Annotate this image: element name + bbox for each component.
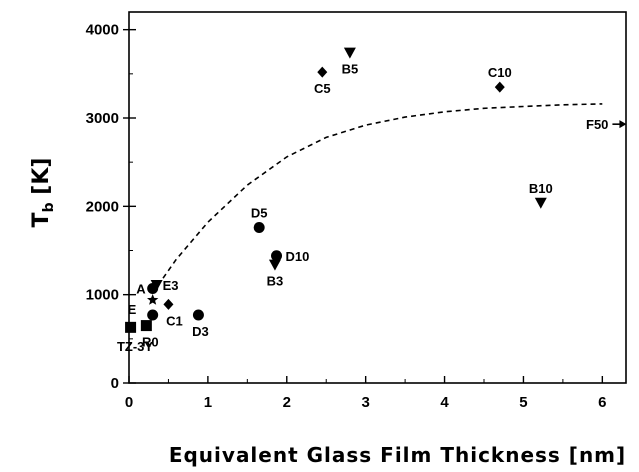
data-point-d3 [192, 309, 204, 321]
y-tick-label: 4000 [86, 22, 119, 39]
point-label-tz-3y: TZ-3Y [117, 339, 153, 354]
x-tick-label: 1 [204, 394, 212, 411]
x-tick-label: 4 [440, 394, 449, 411]
x-tick-label: 0 [125, 394, 133, 411]
data-point-b10 [534, 197, 547, 209]
data-point-r0 [140, 320, 152, 332]
data-point-d10 [271, 250, 283, 262]
y-tick-label: 0 [111, 375, 119, 392]
point-label-c1: C1 [166, 313, 183, 328]
y-tick-label: 2000 [86, 198, 119, 215]
y-axis-title-unit: [K] [29, 158, 54, 203]
point-label-e3: E3 [163, 278, 179, 293]
x-tick-label: 2 [283, 394, 291, 411]
y-axis-title: Tb [K] [29, 158, 57, 228]
data-point-c5 [317, 66, 328, 78]
x-tick-label: 3 [361, 394, 369, 411]
point-label-d10: D10 [286, 249, 310, 264]
data-point-f50 [619, 120, 627, 129]
data-point-e3 [150, 279, 163, 291]
fit-curve-layer [152, 103, 603, 294]
point-label-c5: C5 [314, 81, 331, 96]
x-tick-label: 5 [519, 394, 527, 411]
y-axis-title-subscript: b [41, 202, 57, 212]
data-point-c10 [494, 81, 505, 93]
point-label-b5: B5 [342, 62, 359, 77]
point-label-b10: B10 [529, 181, 553, 196]
point-label-d3: D3 [192, 324, 209, 339]
data-point-b3 [268, 259, 281, 271]
point-label-e: E [128, 302, 137, 317]
point-label-d5: D5 [251, 206, 268, 221]
data-point-b5 [343, 47, 356, 59]
data-point-c1 [163, 298, 174, 310]
y-tick-label: 3000 [86, 110, 119, 127]
y-tick-label: 1000 [86, 287, 119, 304]
data-point [147, 309, 159, 321]
data-point [147, 294, 159, 305]
point-label-f50: F50 [586, 117, 608, 132]
point-label-c10: C10 [488, 65, 512, 80]
x-tick-label: 6 [598, 394, 606, 411]
x-axis: 0 1 2 3 4 5 6 [125, 376, 607, 411]
plot-border [128, 11, 627, 384]
data-points [125, 47, 627, 333]
data-point-d5 [253, 222, 265, 234]
point-label-b3: B3 [267, 274, 284, 289]
plot-frame [128, 11, 627, 384]
y-axis-title-main: T [29, 212, 54, 227]
point-label-r0: R0 [142, 335, 159, 350]
fit-curve [152, 103, 603, 294]
x-axis-title: Equivalent Glass Film Thickness [nm] [169, 443, 626, 467]
point-label-a: A [136, 281, 146, 296]
y-axis: 0 1000 2000 3000 4000 [86, 22, 136, 392]
data-point [125, 321, 137, 333]
